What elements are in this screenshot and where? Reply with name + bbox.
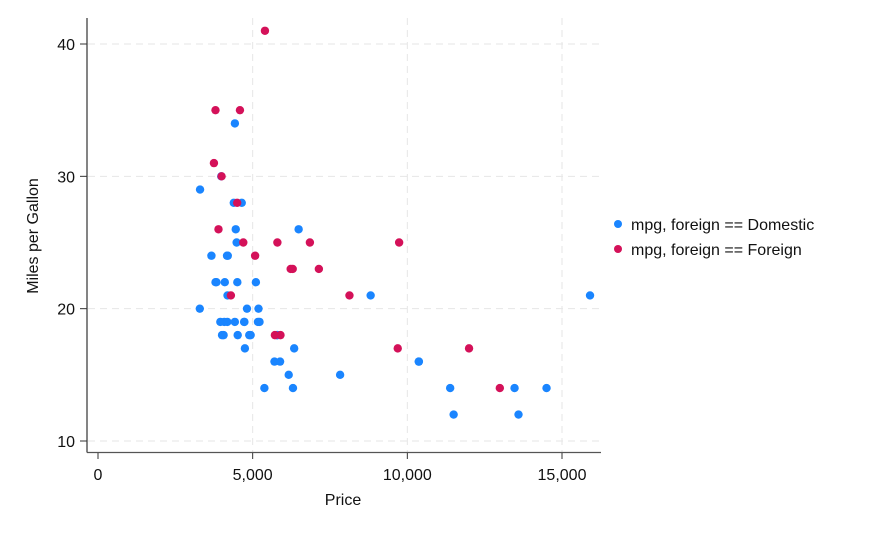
- data-point-domestic: [449, 410, 458, 419]
- data-point-foreign: [345, 291, 354, 300]
- data-point-domestic: [294, 225, 303, 234]
- data-point-domestic: [195, 304, 205, 313]
- x-tick-label: 0: [94, 467, 103, 484]
- y-tick-label: 30: [57, 169, 75, 186]
- data-point-foreign: [394, 238, 404, 247]
- data-point-foreign: [305, 238, 315, 247]
- data-point-domestic: [231, 225, 240, 234]
- data-point-foreign: [214, 225, 223, 234]
- data-point-domestic: [542, 383, 551, 393]
- data-point-foreign: [226, 291, 236, 300]
- data-point-foreign: [239, 238, 248, 247]
- data-point-domestic: [246, 330, 255, 340]
- data-point-domestic: [232, 238, 241, 247]
- data-point-domestic: [284, 370, 293, 380]
- data-point-domestic: [220, 278, 229, 287]
- y-tick-label: 10: [57, 434, 75, 451]
- x-tick-label: 15,000: [538, 467, 587, 484]
- legend-label-foreign: mpg, foreign == Foreign: [631, 242, 802, 259]
- data-point-domestic: [366, 291, 375, 300]
- data-point-domestic: [251, 278, 261, 287]
- data-point-domestic: [222, 251, 232, 260]
- data-point-domestic: [233, 330, 242, 340]
- data-point-domestic: [230, 119, 240, 128]
- data-point-domestic: [207, 251, 216, 260]
- legend: mpg, foreign == Domestic mpg, foreign ==…: [614, 217, 814, 259]
- data-point-foreign: [393, 344, 402, 353]
- data-point-foreign: [232, 198, 242, 207]
- data-point-domestic: [240, 344, 250, 353]
- data-point-domestic: [289, 344, 299, 353]
- data-point-domestic: [585, 291, 595, 300]
- data-point-foreign: [273, 238, 282, 247]
- data-point-domestic: [414, 357, 424, 366]
- data-point-domestic: [239, 317, 249, 327]
- data-points: [195, 26, 595, 419]
- data-point-domestic: [195, 185, 205, 194]
- x-tick-label: 10,000: [383, 467, 432, 484]
- data-point-domestic: [242, 304, 252, 313]
- data-point-domestic: [216, 317, 225, 327]
- data-point-domestic: [260, 383, 269, 393]
- data-point-domestic: [219, 330, 228, 340]
- data-point-foreign: [270, 330, 280, 340]
- data-point-domestic: [212, 278, 221, 287]
- legend-label-domestic: mpg, foreign == Domestic: [631, 217, 814, 234]
- y-tick-label: 40: [57, 37, 75, 54]
- data-point-domestic: [275, 357, 285, 366]
- x-tick-label: 5,000: [233, 467, 273, 484]
- data-point-foreign: [464, 344, 474, 353]
- y-axis-label: Miles per Gallon: [25, 178, 42, 294]
- x-axis-label: Price: [325, 492, 362, 509]
- grid: [88, 18, 601, 452]
- data-point-foreign: [217, 172, 226, 181]
- data-point-domestic: [514, 410, 523, 419]
- data-point-domestic: [335, 370, 345, 380]
- ticks: 0 5,000 10,000 15,000 10 20 30 40: [57, 37, 586, 484]
- data-point-domestic: [288, 383, 298, 393]
- data-point-domestic: [254, 304, 263, 313]
- data-point-foreign: [209, 158, 219, 168]
- data-point-foreign: [286, 264, 295, 274]
- data-point-foreign: [211, 105, 220, 115]
- legend-marker-foreign: [614, 245, 622, 253]
- data-point-foreign: [235, 105, 245, 115]
- data-point-domestic: [255, 317, 264, 327]
- y-tick-label: 20: [57, 302, 75, 319]
- data-point-foreign: [495, 383, 505, 393]
- data-point-domestic: [230, 317, 240, 327]
- data-point-foreign: [250, 251, 260, 260]
- data-point-foreign: [314, 264, 324, 274]
- data-point-domestic: [233, 278, 242, 287]
- data-point-foreign: [260, 26, 270, 35]
- data-point-domestic: [223, 317, 232, 327]
- legend-marker-domestic: [614, 220, 622, 228]
- data-point-domestic: [445, 383, 455, 393]
- data-point-domestic: [510, 383, 519, 393]
